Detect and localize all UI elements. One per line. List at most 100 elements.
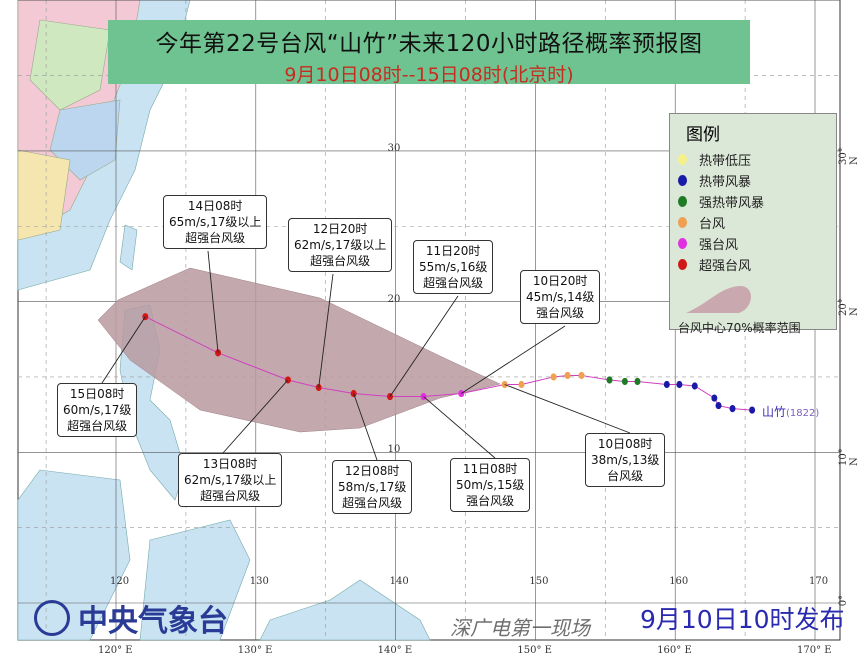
track-point <box>691 382 698 390</box>
forecast-label: 12日20时 62m/s,17级以上 超强台风级 <box>288 218 393 272</box>
track-point <box>729 404 736 413</box>
legend-item-label: 强台风 <box>699 238 739 253</box>
forecast-label-grade: 强台风级 <box>466 494 515 508</box>
lat-tick-label: 30° N <box>838 147 860 165</box>
title-banner: 今年第22号台风“山竹”未来120小时路径概率预报图 9月10日08时--15日… <box>108 20 750 86</box>
inner-lon-label: 120 <box>110 576 130 587</box>
legend-item-label: 台风 <box>699 217 726 232</box>
forecast-label: 10日08时 38m/s,13级 台风级 <box>585 433 666 487</box>
typhoon-id: (1822) <box>786 408 820 419</box>
forecast-label-wind: 50m/s,15级 <box>456 478 525 492</box>
track-point <box>550 373 557 381</box>
leader-line <box>222 379 289 454</box>
track-point <box>634 377 641 386</box>
typhoon-symbol-icon <box>678 175 687 186</box>
cone-sample-icon <box>686 285 752 313</box>
track-point <box>564 371 571 380</box>
forecast-label-time: 13日08时 <box>202 457 258 471</box>
typhoon-symbol-icon <box>678 238 687 249</box>
inner-lat-label: 30 <box>387 142 401 154</box>
inner-lat-label: 10 <box>387 444 401 456</box>
legend-item: 台风 <box>670 212 836 233</box>
forecast-label-time: 15日08时 <box>69 387 125 401</box>
legend-item: 热带风暴 <box>670 170 836 191</box>
leader-line <box>389 295 459 397</box>
typhoon-name-tag: 山竹(1822) <box>762 403 819 420</box>
forecast-label-time: 12日08时 <box>344 464 400 478</box>
legend-item-label: 热带低压 <box>699 154 752 169</box>
inner-lon-label: 140 <box>389 576 409 587</box>
leader-line <box>207 250 219 353</box>
probability-cone <box>97 267 501 433</box>
forecast-label-time: 11日20时 <box>425 244 481 258</box>
legend-item: 强热带风暴 <box>670 191 836 212</box>
label-leader-lines <box>101 250 631 461</box>
track-point <box>606 376 613 384</box>
track-point <box>749 406 756 414</box>
inner-lon-label: 160 <box>669 576 689 587</box>
lon-tick-label: 130° E <box>237 645 273 656</box>
legend-item-label: 超强台风 <box>699 259 752 274</box>
lon-tick-label: 160° E <box>657 645 692 656</box>
forecast-label-grade: 台风级 <box>607 469 644 483</box>
typhoon-symbol-icon <box>678 196 687 207</box>
lon-tick-label: 170° E <box>797 645 832 656</box>
leader-line <box>101 316 146 384</box>
forecast-label-grade: 超强台风级 <box>342 496 403 510</box>
leader-line <box>461 325 566 394</box>
legend-item: 超强台风 <box>670 254 836 275</box>
forecast-label-grade: 超强台风级 <box>423 276 484 290</box>
inner-lon-label: 150 <box>529 576 549 587</box>
forecast-label-wind: 62m/s,17级以上 <box>184 473 277 487</box>
forecast-label-grade: 超强台风级 <box>200 489 261 503</box>
cma-logo-icon <box>34 600 70 636</box>
lon-tick-label: 120° E <box>98 645 133 656</box>
forecast-label: 15日08时 60m/s,17级 超强台风级 <box>57 383 138 437</box>
forecast-label: 11日08时 50m/s,15级 强台风级 <box>450 458 531 512</box>
track-point <box>663 380 670 389</box>
map-subtitle: 9月10日08时--15日08时(北京时) <box>284 64 574 86</box>
lon-tick-label: 140° E <box>377 645 413 656</box>
track-point <box>621 377 628 386</box>
track-point <box>578 371 585 380</box>
legend-item: 热带低压 <box>670 149 836 170</box>
legend: 图例 热带低压热带风暴 强热带风暴台风强台风超强台风 台风中心70%概率范围 <box>669 113 837 335</box>
forecast-label-wind: 38m/s,13级 <box>591 453 660 467</box>
inner-lon-label: 130 <box>249 576 269 587</box>
forecast-label: 14日08时 65m/s,17级以上 超强台风级 <box>163 195 268 249</box>
forecast-label-time: 12日20时 <box>312 222 368 236</box>
legend-item-label: 热带风暴 <box>699 175 752 190</box>
forecast-label-time: 11日08时 <box>462 462 518 476</box>
leader-line <box>504 384 631 434</box>
forecast-label-time: 14日08时 <box>187 199 243 213</box>
forecast-label-wind: 60m/s,17级 <box>63 403 132 417</box>
forecast-label-time: 10日20时 <box>532 274 588 288</box>
legend-item: 强台风 <box>670 233 836 254</box>
leader-line <box>318 273 334 388</box>
forecast-label: 11日20时 55m/s,16级 超强台风级 <box>413 240 494 294</box>
leader-line <box>423 396 496 459</box>
cone-legend-label: 台风中心70%概率范围 <box>678 321 801 335</box>
forecast-label-wind: 62m/s,17级以上 <box>294 238 387 252</box>
legend-title: 图例 <box>686 125 720 145</box>
forecast-label-grade: 超强台风级 <box>310 254 371 268</box>
forecast-label-wind: 45m/s,14级 <box>526 290 595 304</box>
track-point <box>518 380 525 389</box>
forecast-label: 12日08时 58m/s,17级 超强台风级 <box>332 460 413 514</box>
lon-tick-label: 150° E <box>517 645 552 656</box>
typhoon-symbol-icon <box>678 217 687 228</box>
watermark: 深广电第一现场 <box>450 616 590 640</box>
typhoon-symbol-icon <box>678 154 687 165</box>
lat-tick-label: 20° N <box>838 297 860 316</box>
typhoon-name: 山竹 <box>762 405 787 419</box>
map-title: 今年第22号台风“山竹”未来120小时路径概率预报图 <box>155 31 703 57</box>
track-point <box>711 394 718 402</box>
forecast-label-wind: 55m/s,16级 <box>419 260 488 274</box>
forecast-label-wind: 65m/s,17级以上 <box>169 215 262 229</box>
typhoon-symbol-icon <box>678 259 687 270</box>
lat-tick-label: 10° N <box>838 448 860 467</box>
forecast-label-grade: 强台风级 <box>536 306 585 320</box>
forecast-label-time: 10日08时 <box>597 437 653 451</box>
agency-logo: 中央气象台 <box>34 596 228 640</box>
